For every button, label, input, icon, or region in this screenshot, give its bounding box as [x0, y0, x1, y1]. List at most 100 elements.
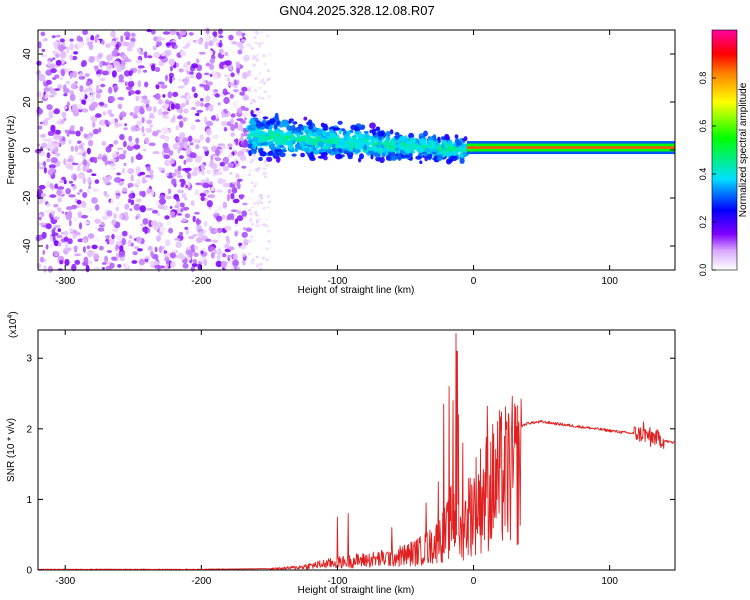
noise-cell: [236, 107, 243, 114]
noise-cell: [101, 140, 106, 147]
noise-cell: [102, 241, 108, 249]
noise-cell: [68, 194, 76, 198]
noise-cell: [127, 168, 135, 174]
band-cell: [424, 156, 428, 162]
noise-cell: [49, 235, 53, 242]
noise-cell: [205, 136, 211, 144]
spectrogram-x-axis: -300 -200 -100 0 100: [55, 30, 618, 287]
noise-cell: [167, 91, 173, 99]
band-cell: [377, 130, 385, 137]
noise-cell: [199, 192, 207, 197]
noise-cell: [240, 148, 248, 153]
noise-cell: [124, 81, 128, 86]
noise-cell: [225, 235, 230, 242]
noise-cell: [165, 42, 172, 46]
band-cell: [385, 130, 391, 138]
transition-cell: [249, 160, 253, 164]
transition-cell: [262, 256, 266, 260]
noise-cell: [57, 228, 62, 233]
noise-cell: [57, 84, 63, 90]
transition-cell: [250, 260, 254, 264]
noise-cell: [110, 40, 118, 47]
noise-cell: [99, 210, 106, 214]
noise-cell: [176, 197, 180, 203]
band-cell: [292, 139, 296, 145]
noise-cell: [169, 211, 176, 216]
noise-cell: [165, 195, 172, 200]
noise-cell: [192, 215, 196, 223]
x-tick-label: 100: [601, 276, 618, 287]
noise-cell: [182, 39, 187, 47]
noise-cell: [164, 135, 170, 142]
noise-cell: [230, 72, 235, 78]
band-cell: [418, 148, 425, 153]
transition-cell: [252, 201, 257, 205]
noise-cell: [148, 115, 155, 119]
noise-cell: [110, 118, 115, 125]
noise-cell: [165, 263, 169, 268]
noise-cell: [100, 83, 106, 88]
noise-cell: [55, 34, 61, 38]
noise-cell: [169, 252, 176, 259]
noise-cell: [135, 59, 143, 64]
noise-cell: [235, 61, 241, 65]
noise-cell: [183, 78, 189, 86]
noise-cell: [182, 206, 190, 211]
noise-cell: [40, 54, 48, 58]
noise-cell: [74, 259, 81, 265]
noise-cell: [46, 152, 51, 159]
noise-cell: [224, 74, 228, 78]
y-tick-label: 3: [26, 354, 32, 365]
noise-cell: [76, 166, 81, 172]
band-cell: [247, 139, 253, 144]
noise-cell: [105, 146, 112, 153]
noise-cell: [244, 107, 249, 112]
transition-cell: [257, 42, 261, 46]
noise-cell: [38, 184, 46, 190]
band-cell: [458, 145, 466, 149]
noise-cell: [45, 223, 52, 230]
transition-cell: [251, 222, 255, 226]
noise-cell: [241, 32, 246, 37]
band-cell: [432, 151, 437, 155]
noise-cell: [189, 75, 195, 78]
noise-cell: [235, 138, 239, 146]
transition-cell: [258, 72, 262, 75]
noise-cell: [119, 245, 124, 252]
band-cell: [383, 140, 387, 146]
band-cell: [247, 133, 252, 138]
noise-cell: [177, 189, 184, 194]
noise-cell: [92, 128, 99, 135]
noise-cell: [174, 168, 179, 174]
noise-cell: [186, 94, 192, 102]
noise-cell: [86, 207, 93, 213]
noise-cell: [133, 105, 141, 113]
noise-cell: [53, 216, 60, 220]
noise-cell: [185, 100, 189, 106]
noise-cell: [241, 141, 249, 148]
noise-cell: [110, 198, 115, 205]
noise-cell: [184, 226, 189, 230]
snr-scale-exp: 4: [7, 315, 14, 319]
band-cell: [268, 150, 274, 156]
noise-cell: [203, 84, 210, 91]
noise-cell: [94, 65, 99, 72]
noise-cell: [78, 151, 83, 156]
noise-cell: [44, 93, 48, 100]
noise-cell: [203, 220, 208, 228]
noise-cell: [230, 209, 238, 213]
noise-cell: [240, 244, 247, 250]
noise-cell: [124, 203, 130, 210]
noise-cell: [83, 256, 89, 264]
noise-cell: [118, 251, 126, 259]
x-tick-label: -200: [191, 576, 211, 587]
noise-cell: [170, 41, 176, 47]
noise-cell: [185, 229, 190, 235]
noise-cell: [57, 44, 65, 52]
band-cell: [267, 141, 274, 145]
noise-cell: [68, 219, 72, 227]
noise-cell: [42, 250, 46, 255]
band-cell: [278, 134, 285, 139]
band-cell: [350, 124, 358, 130]
noise-cell: [236, 36, 243, 39]
